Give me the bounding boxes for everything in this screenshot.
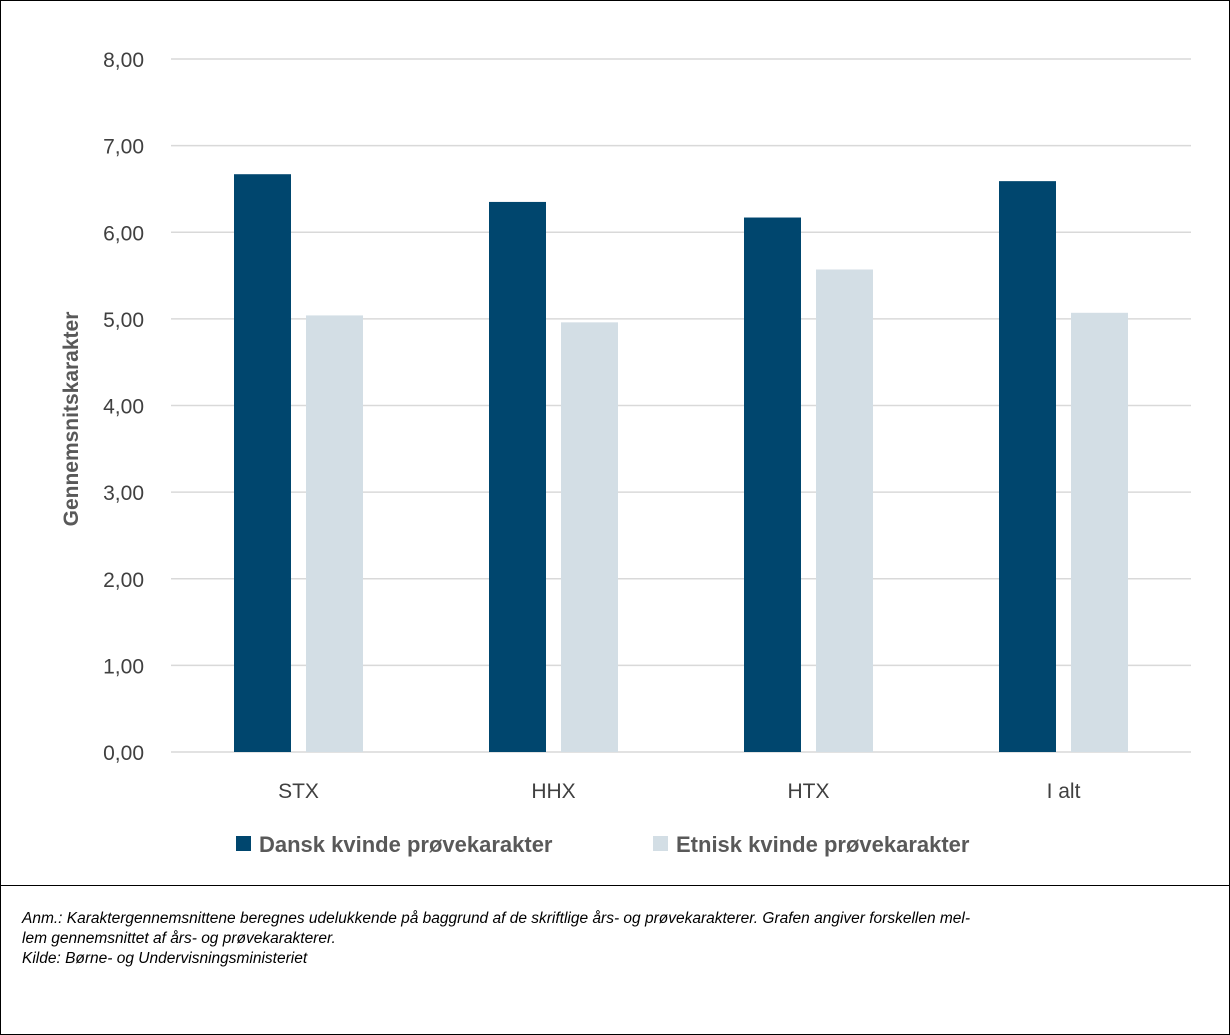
- y-tick-label: 8,00: [103, 49, 144, 72]
- note-line-2: lem gennemsnittet af års- og prøvekarakt…: [22, 930, 336, 947]
- y-tick-label: 6,00: [103, 222, 144, 245]
- chart-area: 0,00 1,00 2,00 3,00 4,00 5,00 6,00 7,00 8,00 STX…: [1, 1, 1229, 886]
- chart-note: Anm.: Karaktergennemsnittene beregnes ud…: [22, 909, 1217, 969]
- legend-label: Dansk kvinde prøvekarakter: [259, 832, 553, 857]
- note-line-1: Anm.: Karaktergennemsnittene beregnes ud…: [22, 910, 971, 927]
- bar-etnisk-stx: [306, 315, 363, 752]
- y-tick-label: 3,00: [103, 482, 144, 505]
- y-tick-label: 5,00: [103, 309, 144, 332]
- bar-etnisk-hhx: [561, 322, 618, 752]
- y-tick-label: 4,00: [103, 396, 144, 419]
- x-tick-label: HHX: [531, 780, 575, 803]
- legend-swatch: [653, 836, 668, 851]
- bar-dansk-stx: [234, 174, 291, 752]
- bar-etnisk-i-alt: [1071, 312, 1128, 752]
- bars: [234, 174, 1128, 753]
- bar-dansk-hhx: [489, 201, 546, 752]
- x-axis-categories: STX HHX HTX I alt: [278, 780, 1081, 803]
- legend: Dansk kvinde prøvekarakter Etnisk kvinde …: [236, 832, 970, 857]
- y-tick-label: 2,00: [103, 569, 144, 592]
- x-tick-label: HTX: [788, 780, 830, 803]
- y-tick-label: 0,00: [103, 742, 144, 765]
- note-line-3: Kilde: Børne- og Undervisningsministerie…: [22, 950, 308, 967]
- x-tick-label: I alt: [1047, 780, 1081, 803]
- bar-chart: 0,00 1,00 2,00 3,00 4,00 5,00 6,00 7,00 8,00 STX…: [60, 49, 1191, 857]
- bar-etnisk-htx: [816, 269, 873, 752]
- x-tick-label: STX: [278, 780, 319, 803]
- y-axis-label: Gennemsnitskarakter: [60, 312, 83, 527]
- legend-label: Etnisk kvinde prøvekarakter: [676, 832, 970, 857]
- y-axis-ticks: 0,00 1,00 2,00 3,00 4,00 5,00 6,00 7,00 8,00: [103, 49, 144, 765]
- bar-dansk-htx: [744, 217, 801, 752]
- legend-swatch: [236, 836, 251, 851]
- y-tick-label: 7,00: [103, 136, 144, 159]
- bar-dansk-i-alt: [999, 181, 1056, 753]
- y-tick-label: 1,00: [103, 655, 144, 678]
